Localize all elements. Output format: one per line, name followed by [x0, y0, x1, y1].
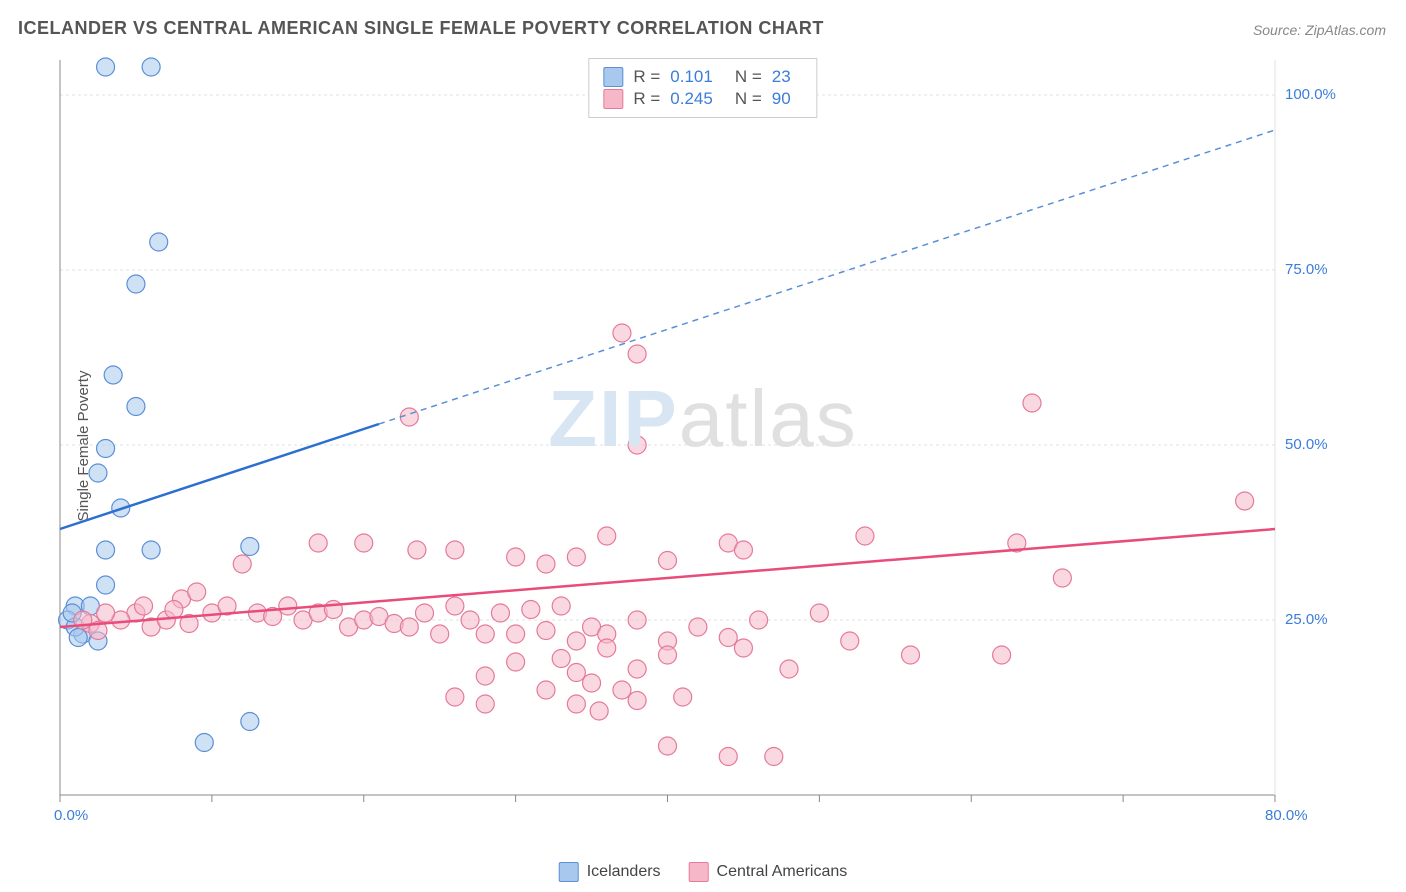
legend-item-icelanders: Icelanders	[559, 862, 661, 882]
stats-legend-row: R = 0.101 N = 23	[603, 67, 802, 87]
stats-legend-box: R = 0.101 N = 23 R = 0.245 N = 90	[588, 58, 817, 118]
n-label: N =	[735, 67, 762, 87]
r-value: 0.245	[670, 89, 713, 109]
legend-swatch-central-americans	[689, 862, 709, 882]
legend-item-central-americans: Central Americans	[689, 862, 848, 882]
r-label: R =	[633, 89, 660, 109]
legend-swatch-icelanders	[559, 862, 579, 882]
chart-container: ICELANDER VS CENTRAL AMERICAN SINGLE FEM…	[0, 0, 1406, 892]
legend-label: Icelanders	[587, 863, 661, 881]
n-label: N =	[735, 89, 762, 109]
x-tick-label: 80.0%	[1265, 807, 1308, 824]
bottom-legend: Icelanders Central Americans	[559, 862, 848, 882]
r-label: R =	[633, 67, 660, 87]
stats-swatch-icelanders	[603, 67, 623, 87]
chart-title: ICELANDER VS CENTRAL AMERICAN SINGLE FEM…	[18, 18, 824, 39]
y-tick-label: 50.0%	[1285, 436, 1328, 453]
stats-swatch-central-americans	[603, 89, 623, 109]
n-value: 90	[772, 89, 791, 109]
legend-label: Central Americans	[717, 863, 848, 881]
y-tick-label: 25.0%	[1285, 611, 1328, 628]
r-value: 0.101	[670, 67, 713, 87]
stats-legend-row: R = 0.245 N = 90	[603, 89, 802, 109]
source-attribution: Source: ZipAtlas.com	[1253, 22, 1386, 38]
n-value: 23	[772, 67, 791, 87]
x-tick-label: 0.0%	[54, 807, 88, 824]
scatter-chart-svg	[55, 55, 1345, 830]
y-tick-label: 75.0%	[1285, 261, 1328, 278]
y-tick-label: 100.0%	[1285, 86, 1336, 103]
plot-area	[55, 55, 1345, 830]
